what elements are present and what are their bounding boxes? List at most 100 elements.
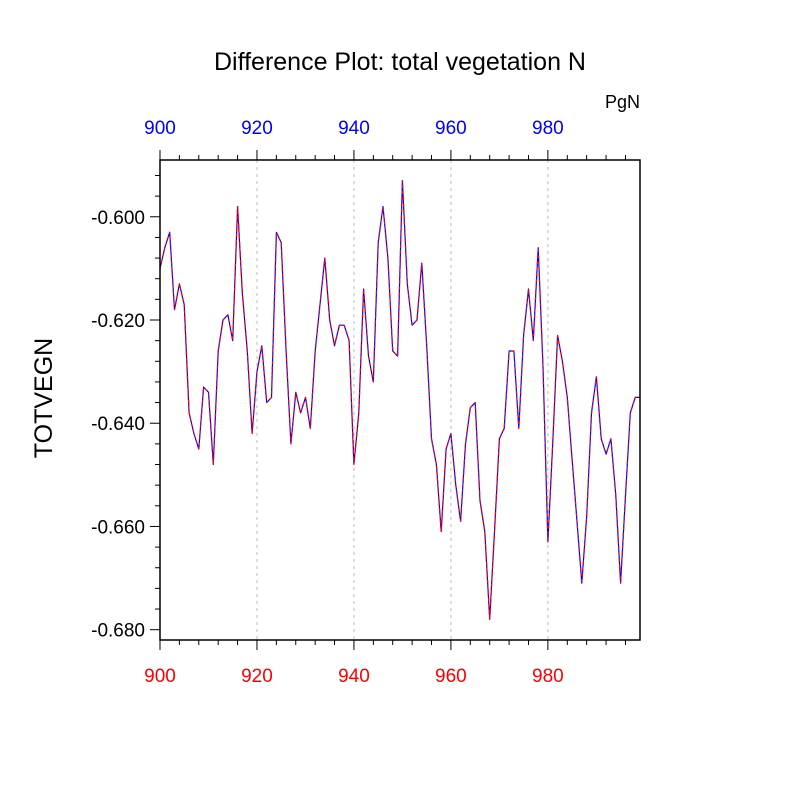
data-point — [610, 438, 611, 439]
data-point — [479, 500, 480, 501]
data-point — [441, 531, 442, 532]
series-line-dashed-difference — [159, 180, 640, 621]
data-point — [625, 495, 626, 496]
data-point — [431, 438, 432, 439]
data-point — [484, 531, 485, 532]
data-point — [460, 521, 461, 522]
x-tick-label-bottom-960: 960 — [435, 666, 467, 687]
data-point — [290, 443, 291, 444]
data-point — [547, 541, 548, 542]
data-point — [174, 309, 175, 310]
data-point — [552, 443, 553, 444]
units-label: PgN — [605, 92, 640, 112]
data-point — [615, 495, 616, 496]
plot-frame — [159, 159, 641, 641]
x-tick-label-top-940: 940 — [338, 118, 370, 139]
data-point — [276, 232, 277, 233]
data-point — [470, 407, 471, 408]
data-point — [329, 319, 330, 320]
data-point — [523, 335, 524, 336]
data-point — [164, 247, 165, 248]
x-tick-label-top-920: 920 — [241, 118, 273, 139]
y-tick-label--0.660: -0.660 — [91, 517, 145, 538]
axis-ticks — [150, 150, 626, 650]
x-tick-label-top-960: 960 — [435, 118, 467, 139]
data-point — [402, 180, 403, 181]
data-point — [232, 340, 233, 341]
data-point — [475, 402, 476, 403]
data-point — [358, 412, 359, 413]
data-point — [295, 392, 296, 393]
data-point — [169, 232, 170, 233]
data-point — [222, 319, 223, 320]
x-tick-label-top-980: 980 — [532, 118, 564, 139]
data-point — [494, 531, 495, 532]
data-point — [591, 412, 592, 413]
data-point — [315, 350, 316, 351]
data-point — [184, 304, 185, 305]
data-point — [538, 247, 539, 248]
data-point — [203, 387, 204, 388]
y-tick-label--0.680: -0.680 — [91, 621, 145, 642]
data-point — [528, 288, 529, 289]
data-point — [557, 335, 558, 336]
data-point — [450, 433, 451, 434]
data-point — [586, 516, 587, 517]
data-point — [567, 397, 568, 398]
data-point — [581, 583, 582, 584]
data-point — [542, 366, 543, 367]
data-point — [319, 304, 320, 305]
data-point — [397, 356, 398, 357]
data-point — [271, 397, 272, 398]
y-axis-label: TOTVEGN — [30, 338, 58, 458]
data-point — [261, 345, 262, 346]
data-point — [504, 428, 505, 429]
data-point — [513, 350, 514, 351]
x-tick-label-bottom-980: 980 — [532, 666, 564, 687]
series-lines — [159, 180, 640, 621]
data-point — [509, 350, 510, 351]
x-tick-label-bottom-940: 940 — [338, 666, 370, 687]
data-point — [499, 438, 500, 439]
x-tick-label-top-900: 900 — [144, 118, 176, 139]
y-tick-label--0.600: -0.600 — [91, 208, 145, 229]
data-point — [213, 464, 214, 465]
data-point — [247, 350, 248, 351]
data-point — [533, 340, 534, 341]
data-point — [416, 319, 417, 320]
data-point — [635, 397, 636, 398]
data-point — [446, 448, 447, 449]
data-point — [242, 294, 243, 295]
data-point — [198, 448, 199, 449]
data-point — [208, 392, 209, 393]
data-point — [227, 314, 228, 315]
data-point — [455, 485, 456, 486]
data-point — [334, 345, 335, 346]
data-point — [324, 258, 325, 259]
data-point — [378, 242, 379, 243]
data-point — [407, 283, 408, 284]
data-point — [349, 340, 350, 341]
data-point — [281, 242, 282, 243]
data-point — [373, 381, 374, 382]
data-point — [363, 288, 364, 289]
data-point — [601, 438, 602, 439]
data-point — [218, 350, 219, 351]
data-point — [256, 371, 257, 372]
data-point — [436, 464, 437, 465]
data-point — [353, 464, 354, 465]
grid-lines — [256, 160, 549, 640]
data-point — [237, 206, 238, 207]
data-point — [465, 443, 466, 444]
data-point — [310, 428, 311, 429]
data-point — [630, 412, 631, 413]
data-point — [421, 263, 422, 264]
data-point — [266, 402, 267, 403]
x-tick-label-bottom-900: 900 — [144, 666, 176, 687]
data-point — [382, 206, 383, 207]
data-point — [576, 521, 577, 522]
data-point — [344, 325, 345, 326]
data-point — [489, 619, 490, 620]
data-point — [562, 361, 563, 362]
